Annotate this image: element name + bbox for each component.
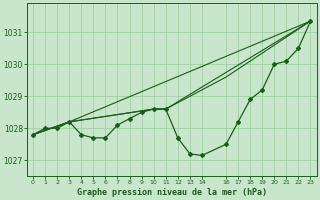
X-axis label: Graphe pression niveau de la mer (hPa): Graphe pression niveau de la mer (hPa) bbox=[77, 188, 267, 197]
